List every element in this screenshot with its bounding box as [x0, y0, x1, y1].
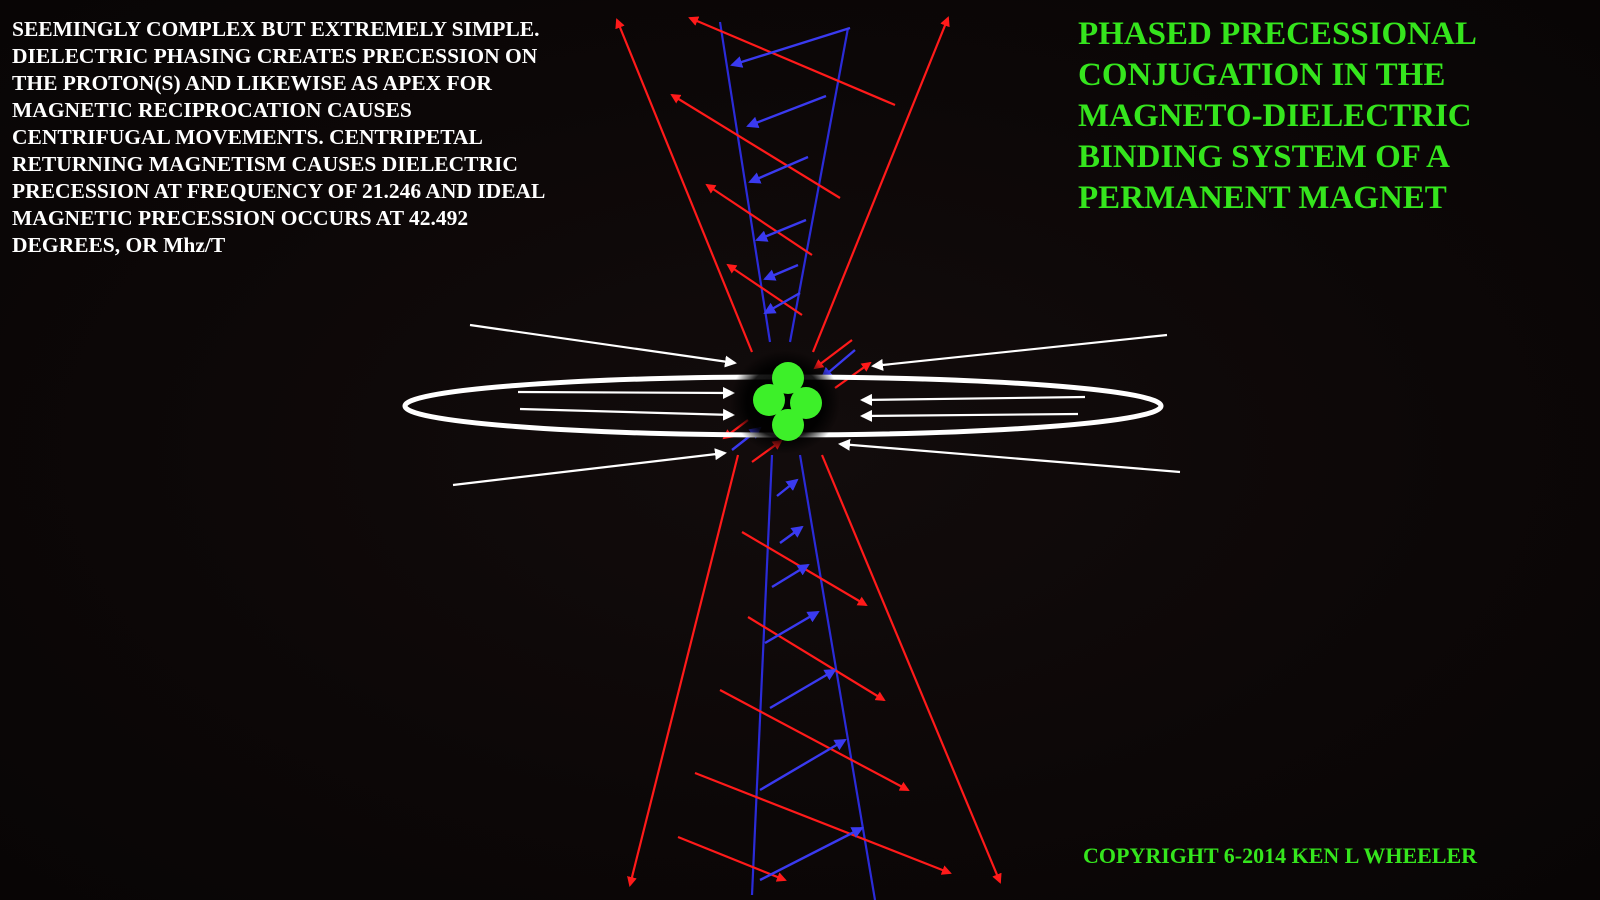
red-arrow [705, 183, 813, 256]
white-arrow [860, 409, 1079, 422]
red-arrow [615, 18, 754, 353]
red-arrow [627, 454, 740, 887]
white-arrow [871, 333, 1168, 371]
blue-arrow [755, 218, 807, 242]
proton-right [790, 387, 822, 419]
core-shadow [730, 350, 840, 454]
blue-arrow [746, 94, 827, 129]
copyright-notice: COPYRIGHT 6-2014 KEN L WHEELER [1083, 843, 1478, 868]
page-title: PHASED PRECESSIONAL CONJUGATION IN THE M… [1078, 16, 1477, 216]
red-lower-arrows [677, 419, 952, 882]
proton-cluster [753, 362, 822, 441]
blue-arrow [769, 668, 837, 710]
blue-arrow [759, 826, 864, 882]
red-arrow [677, 835, 787, 882]
red-arrow [719, 689, 910, 791]
red-outer-arrows [615, 16, 1002, 887]
proton-top [772, 362, 804, 394]
red-arrow [688, 16, 896, 107]
proton-bottom [772, 409, 804, 441]
red-arrow [811, 16, 950, 353]
red-arrow [820, 454, 1002, 884]
white-arrow [860, 393, 1086, 406]
white-arrow [517, 386, 735, 399]
blue-arrow [759, 738, 847, 792]
blue-arrow [763, 291, 801, 315]
white-arrow [519, 407, 735, 421]
red-arrow [747, 616, 886, 702]
red-upper-arrows [670, 16, 896, 389]
white-field-arrows [452, 323, 1181, 487]
blue-cone-lower-left [750, 454, 774, 896]
description-text: SEEMINGLY COMPLEX BUT EXTREMELY SIMPLE. … [12, 17, 546, 257]
blue-arrow [763, 263, 799, 281]
blue-arrow [730, 26, 851, 68]
blue-arrow [776, 478, 799, 497]
white-arrow [469, 323, 737, 368]
red-arrow [726, 263, 803, 316]
blue-lower-arrows [759, 478, 864, 882]
white-arrow [838, 438, 1181, 474]
red-arrow [694, 771, 952, 875]
blue-arrow [748, 155, 809, 184]
blue-arrow [771, 563, 810, 589]
blue-arrow [779, 525, 804, 544]
proton-left [753, 384, 785, 416]
white-arrow [452, 448, 727, 487]
blue-cone-lower-right [798, 454, 877, 900]
red-arrow [670, 93, 841, 199]
blue-arrow [764, 610, 820, 645]
